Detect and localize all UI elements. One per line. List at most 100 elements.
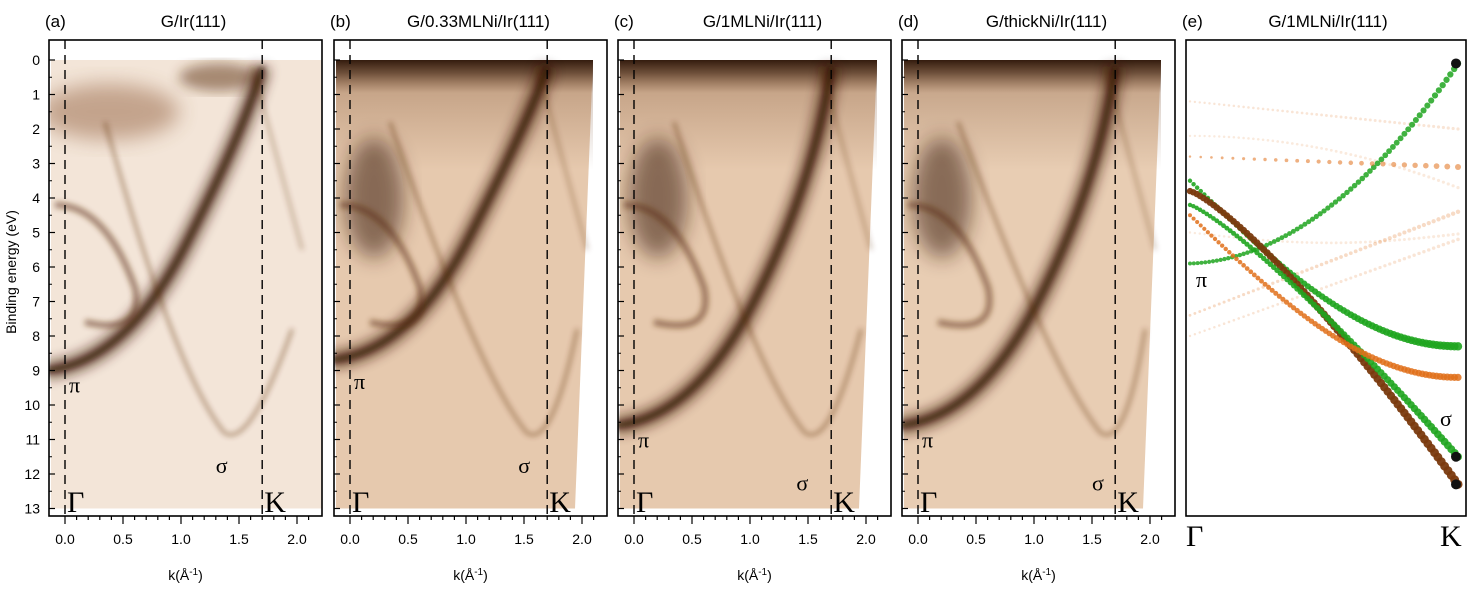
band-dot: [1373, 118, 1377, 122]
gamma-label: Γ: [352, 486, 369, 519]
band-dot: [1402, 121, 1406, 126]
band-dot: [1422, 249, 1426, 254]
band-dot: [1320, 146, 1323, 150]
band-dot: [1201, 209, 1206, 215]
panel-letter: (a): [45, 12, 66, 31]
panel-title: G/0.33MLNi/Ir(111): [407, 12, 550, 31]
band-dot: [1397, 258, 1402, 263]
band-dot: [1354, 274, 1358, 278]
band-dot: [1368, 157, 1372, 161]
band-dot: [1276, 109, 1280, 112]
band-dot: [1247, 137, 1250, 140]
band-dot: [1363, 240, 1367, 244]
band-dot: [1339, 255, 1343, 259]
band-dot: [1455, 209, 1461, 214]
y-tick-label: 4: [32, 190, 40, 206]
band-dot: [1305, 268, 1309, 272]
band-dot: [1391, 161, 1397, 168]
band-dot: [1334, 257, 1339, 261]
band-dot: [1402, 167, 1406, 171]
band-dot: [1245, 250, 1250, 255]
band-dot: [1422, 236, 1426, 240]
band-dot: [1446, 126, 1450, 130]
band-dot: [1354, 117, 1358, 120]
band-dot: [1276, 293, 1282, 299]
band-dot: [1263, 157, 1267, 162]
x-axis-title: k(Å-1): [453, 567, 488, 584]
band-dot: [1252, 311, 1255, 315]
band-dot: [1242, 105, 1245, 109]
band-dot: [1204, 211, 1210, 217]
y-tick-label: 3: [32, 156, 40, 172]
band-dot: [1388, 120, 1392, 124]
band-dot: [1224, 225, 1230, 231]
band-dot: [1198, 232, 1201, 235]
band-dot: [1412, 162, 1418, 169]
band-dot: [1187, 202, 1193, 208]
band-dot: [1217, 324, 1221, 327]
band-dot: [1339, 241, 1343, 245]
band-dot: [1373, 241, 1378, 246]
band-dot: [1195, 219, 1200, 225]
band-dot: [1428, 97, 1435, 104]
band-dot: [1244, 266, 1250, 271]
band-dot: [1402, 257, 1407, 261]
band-dot: [1402, 237, 1406, 242]
band-dot: [1378, 156, 1385, 163]
band-dot: [1222, 103, 1226, 107]
band-dot: [1281, 109, 1284, 113]
band-dot: [1198, 331, 1201, 334]
band-dot: [1451, 239, 1455, 243]
x-tick-label: 0.0: [340, 531, 360, 547]
y-tick-label: 6: [32, 259, 40, 275]
band-dot: [1358, 247, 1363, 252]
band-dot: [1256, 137, 1260, 141]
band-dot: [1208, 327, 1211, 331]
band-dot: [1237, 105, 1240, 108]
band-dot: [1412, 226, 1417, 231]
band-dot: [1222, 235, 1226, 238]
band-dot: [1398, 166, 1402, 170]
band-dot: [1241, 251, 1246, 257]
band-dot: [1188, 313, 1192, 317]
band-dot: [1195, 261, 1200, 266]
band-dot: [1443, 76, 1450, 83]
y-tick-label: 12: [24, 466, 40, 482]
band-dot: [1455, 163, 1461, 170]
band-dot: [1359, 175, 1366, 182]
band-dot: [1242, 136, 1245, 140]
band-dot: [1205, 230, 1210, 235]
band-dot: [1446, 233, 1450, 237]
band-dot: [1407, 228, 1412, 233]
band-dot: [1198, 223, 1203, 228]
band-dot: [1271, 239, 1277, 244]
band-dot: [1397, 135, 1404, 142]
band-dot: [1290, 228, 1296, 234]
band-dot: [1290, 297, 1294, 301]
band-dot: [1221, 223, 1226, 229]
k-point-label: K: [264, 486, 286, 519]
x-tick-label: 1.5: [229, 531, 249, 547]
band-dot: [1295, 240, 1299, 244]
sigma-label: σ: [518, 453, 530, 478]
band-dot: [1276, 279, 1280, 284]
band-dot: [1281, 240, 1284, 243]
pi-label: π: [354, 369, 365, 394]
band-dot: [1242, 315, 1245, 318]
k-point-dot: [1451, 451, 1461, 462]
calc-sigma-label: σ: [1440, 406, 1452, 431]
band-dot: [1213, 325, 1216, 329]
x-tick-label: 0.0: [624, 531, 644, 547]
band-dot: [1344, 116, 1348, 119]
band-dot: [1310, 145, 1314, 148]
band-dot: [1306, 219, 1312, 225]
band-dot: [1432, 177, 1436, 181]
panel-title: G/thickNi/Ir(111): [986, 12, 1107, 31]
band-dot: [1252, 157, 1256, 161]
band-dot: [1451, 184, 1455, 188]
band-dot: [1203, 232, 1206, 236]
band-dot: [1209, 233, 1214, 238]
band-dot: [1219, 243, 1225, 248]
arpes-panel: 0.0 0.5 1.0 1.5 2.0 (d) G/thickNi/Ir(111) Γ Kπ σ: [898, 12, 1176, 547]
band-dot: [1407, 237, 1411, 241]
